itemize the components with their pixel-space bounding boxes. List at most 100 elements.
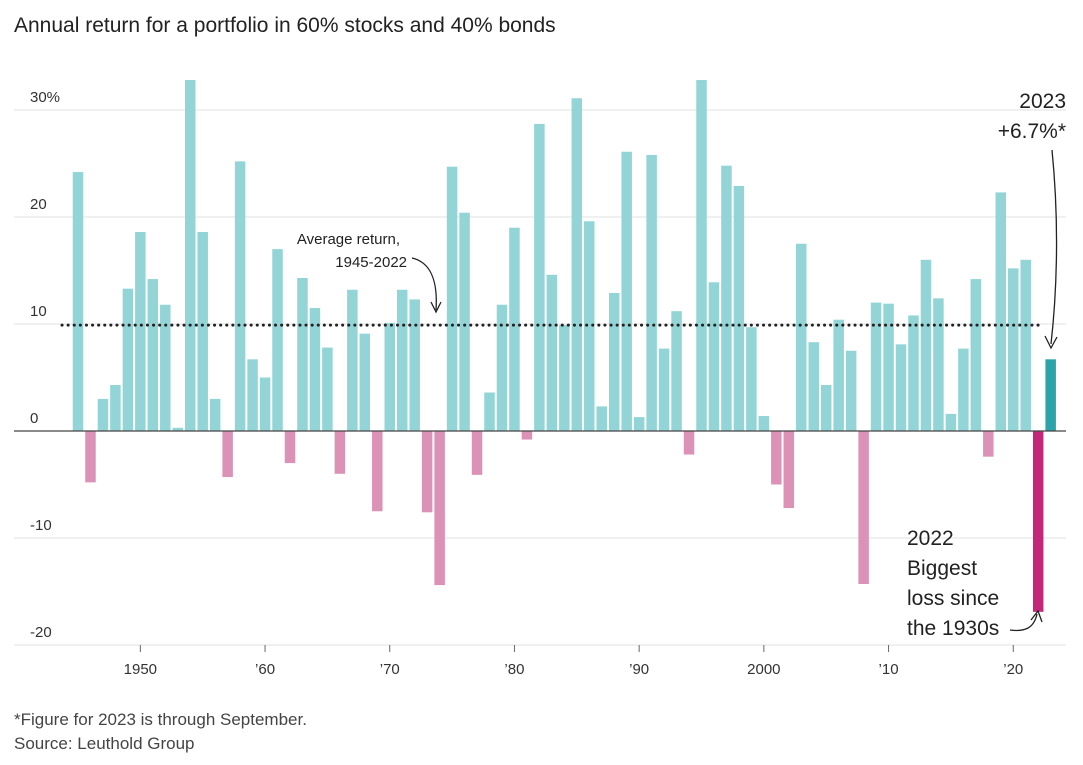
bar-2016: [958, 348, 969, 431]
bar-chart: 30% 20 10 0 -10 -20 1950 ’60 ’70 ’80 ’90 2000 ’10 ’2…: [14, 80, 1066, 678]
bar-1979: [496, 304, 508, 431]
bar-1977: [471, 431, 483, 475]
bar-1986: [584, 221, 595, 431]
bar-1991: [646, 154, 657, 431]
bar-1987: [596, 406, 607, 431]
bar-1946: [85, 431, 96, 483]
bar-2022: [1032, 431, 1044, 612]
bar-1972: [409, 299, 420, 431]
bar-1959: [247, 359, 258, 431]
annotation-2023-arrow: [1050, 149, 1058, 345]
x-tick-label: ’20: [1003, 661, 1023, 678]
bar-1951: [147, 279, 159, 431]
bar-1975: [446, 166, 458, 431]
y-tick-label: -10: [30, 517, 52, 534]
annotations: Average return, 1945-2022 2023 +6.7%* 20…: [297, 90, 1066, 640]
annotation-2022-year: 2022: [907, 527, 954, 550]
y-tick-label: 30%: [30, 89, 60, 106]
bar-2017: [970, 279, 982, 431]
bar-1989: [621, 151, 632, 432]
bar-1964: [309, 307, 321, 431]
bar-2012: [908, 315, 919, 431]
bar-1983: [546, 274, 558, 431]
annotation-2022-line4: the 1930s: [907, 617, 999, 640]
x-tick-label: ’60: [255, 661, 275, 678]
bar-1968: [359, 333, 371, 431]
bar-1955: [197, 231, 208, 431]
bar-1982: [534, 123, 545, 431]
bar-2005: [820, 384, 832, 431]
bar-2014: [933, 298, 944, 431]
bar-1973: [421, 431, 433, 513]
bar-1958: [234, 161, 246, 432]
annotation-2023-arrowhead: [1044, 335, 1058, 350]
bar-2002: [783, 431, 795, 509]
bar-1978: [484, 392, 495, 431]
x-tick-label: ’70: [380, 661, 400, 678]
bar-1985: [571, 98, 583, 431]
y-tick-label: -20: [30, 624, 52, 641]
bar-1996: [708, 282, 720, 431]
bar-2021: [1020, 259, 1031, 431]
bar-1962: [284, 431, 296, 464]
bar-1947: [97, 398, 109, 431]
bar-1963: [297, 277, 308, 431]
annotation-2022-arrow: [1009, 613, 1038, 632]
bar-2006: [833, 319, 844, 431]
x-axis-ticks: 1950 ’60 ’70 ’80 ’90 2000 ’10 ’20: [124, 645, 1023, 678]
annotation-2023-value: +6.7%*: [998, 120, 1066, 143]
bar-2018: [983, 431, 994, 457]
x-tick-label: ’10: [879, 661, 899, 678]
bar-1957: [222, 431, 233, 478]
annotation-2022-line2: Biggest: [907, 557, 977, 580]
x-tick-label: 1950: [124, 661, 157, 678]
bar-2015: [945, 413, 957, 431]
bar-1994: [683, 431, 695, 455]
bar-1980: [509, 227, 520, 431]
bar-1952: [160, 304, 171, 431]
bar-2009: [870, 302, 882, 431]
average-annotation-line2: 1945-2022: [335, 254, 407, 271]
bar-1960: [259, 377, 271, 431]
bar-2011: [895, 344, 907, 431]
footnote-block: *Figure for 2023 is through September. S…: [14, 708, 307, 756]
bar-2001: [771, 431, 782, 485]
bar-1966: [334, 431, 346, 474]
bar-2019: [995, 192, 1007, 431]
bar-1995: [696, 80, 707, 431]
y-tick-label: 10: [30, 303, 47, 320]
bar-2000: [758, 416, 770, 431]
y-tick-label: 20: [30, 196, 47, 213]
bar-1961: [272, 249, 283, 431]
bar-2008: [858, 431, 869, 585]
bars: [14, 80, 1066, 612]
footnote-text: *Figure for 2023 is through September.: [14, 710, 307, 729]
bar-1976: [459, 212, 470, 431]
source-text: Source: Leuthold Group: [14, 734, 195, 753]
bar-1953: [172, 427, 184, 431]
bar-2007: [845, 350, 857, 431]
bar-1969: [372, 431, 383, 512]
bar-1993: [671, 311, 682, 431]
bar-1956: [209, 398, 221, 431]
annotation-2022-line3: loss since: [907, 587, 999, 610]
bar-1965: [322, 347, 333, 431]
bar-1970: [384, 322, 395, 431]
y-axis-ticks: 30% 20 10 0 -10 -20: [30, 89, 60, 641]
bar-2010: [883, 303, 894, 431]
annotation-2022-arrowhead: [1030, 609, 1043, 623]
x-tick-label: ’80: [504, 661, 524, 678]
bar-1999: [746, 327, 757, 431]
bar-1997: [721, 165, 732, 431]
average-annotation-line1: Average return,: [297, 231, 400, 248]
bar-2020: [1008, 268, 1019, 431]
annotation-2023-year: 2023: [1019, 90, 1066, 113]
x-tick-label: 2000: [747, 661, 780, 678]
bar-1974: [434, 431, 445, 586]
bar-1992: [658, 348, 670, 431]
bar-1948: [110, 384, 121, 431]
bar-2004: [808, 342, 819, 431]
bar-1954: [184, 80, 196, 431]
bar-1981: [521, 431, 533, 440]
x-tick-label: ’90: [629, 661, 649, 678]
